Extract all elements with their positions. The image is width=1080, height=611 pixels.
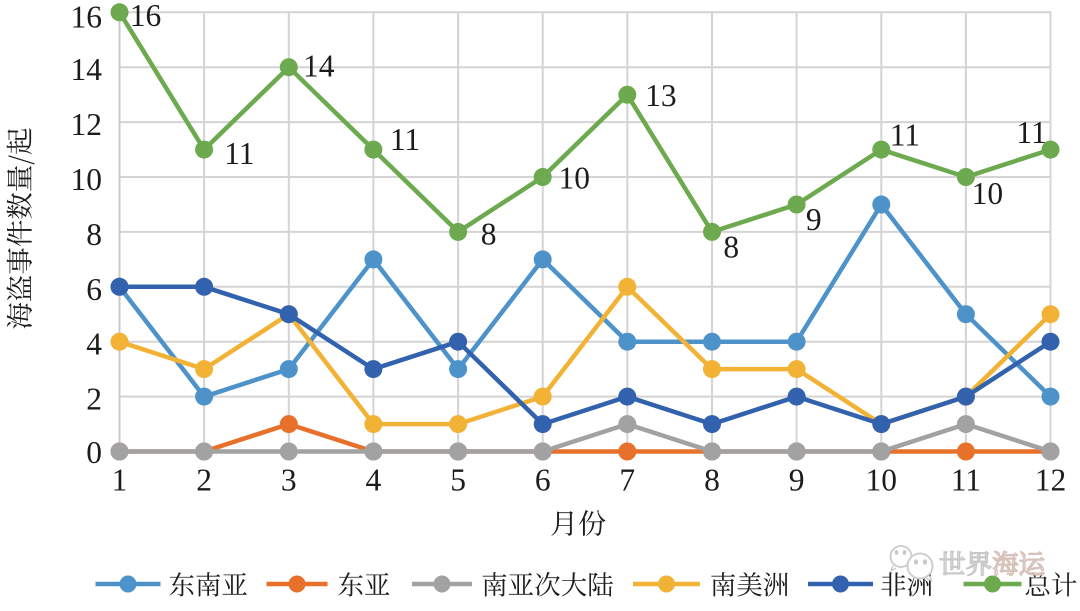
svg-text:12: 12 (1035, 463, 1067, 498)
svg-text:10: 10 (71, 162, 103, 197)
svg-text:4: 4 (366, 463, 382, 498)
svg-text:3: 3 (281, 463, 297, 498)
svg-text:8: 8 (704, 463, 720, 498)
svg-text:11: 11 (1016, 115, 1046, 150)
svg-text:6: 6 (86, 272, 102, 307)
svg-text:16: 16 (71, 0, 103, 34)
svg-text:0: 0 (86, 435, 102, 470)
svg-text:1: 1 (112, 463, 128, 498)
svg-text:11: 11 (224, 136, 254, 171)
svg-text:8: 8 (723, 230, 739, 265)
svg-text:8: 8 (86, 217, 102, 252)
svg-text:8: 8 (481, 216, 497, 251)
svg-text:4: 4 (86, 327, 102, 362)
svg-text:10: 10 (558, 160, 590, 195)
svg-text:9: 9 (789, 463, 805, 498)
svg-text:16: 16 (130, 0, 162, 33)
svg-text:11: 11 (890, 118, 920, 153)
svg-text:5: 5 (450, 463, 466, 498)
svg-text:12: 12 (71, 107, 103, 142)
svg-text:11: 11 (390, 122, 420, 157)
svg-text:6: 6 (535, 463, 551, 498)
svg-text:10: 10 (866, 463, 898, 498)
svg-text:11: 11 (951, 463, 981, 498)
svg-text:14: 14 (303, 49, 335, 84)
svg-text:2: 2 (86, 382, 102, 417)
svg-text:9: 9 (806, 202, 822, 237)
svg-text:14: 14 (71, 52, 103, 87)
svg-text:2: 2 (196, 463, 212, 498)
svg-text:13: 13 (645, 78, 677, 113)
svg-text:7: 7 (619, 463, 635, 498)
svg-text:10: 10 (972, 176, 1004, 211)
